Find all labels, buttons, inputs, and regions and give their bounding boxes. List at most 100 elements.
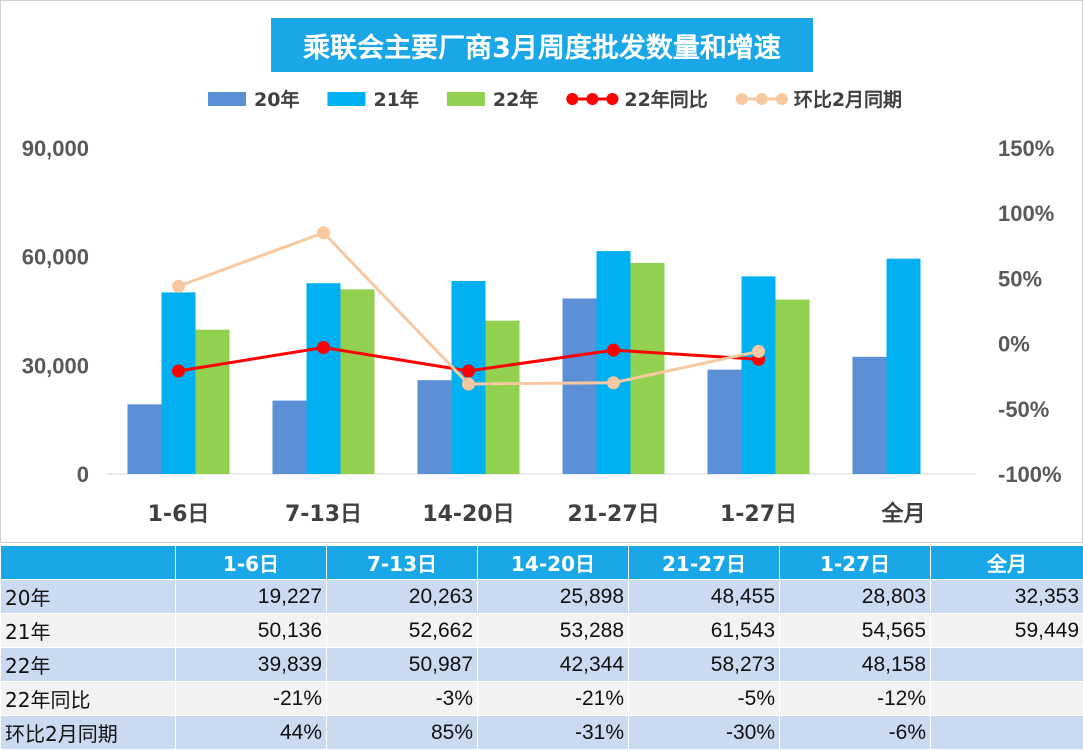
point-22年同比 [172, 364, 185, 378]
table-row: 21年 50,136 52,662 53,288 61,543 54,565 5… [0, 613, 1083, 648]
bar-20年 [852, 356, 887, 474]
right-axis-tick-label: 150% [998, 136, 1054, 161]
data-table: 1-6日 7-13日 14-20日 21-27日 1-27日 全月 20年 19… [0, 545, 1083, 750]
point-环比2月同期 [462, 377, 475, 391]
right-axis-tick-label: -100% [998, 462, 1062, 487]
table-cell: 28,803 [779, 579, 931, 614]
table-cell: 61,543 [628, 613, 780, 648]
bar-20年 [562, 298, 597, 474]
table-header-cell: 14-20日 [477, 545, 629, 580]
bar-21年 [741, 276, 776, 474]
legend-swatch [208, 92, 246, 106]
table-cell: 25,898 [477, 579, 629, 614]
legend-swatch [327, 92, 366, 106]
table-row: 22年 39,839 50,987 42,344 58,273 48,158 [0, 647, 1083, 682]
legend-swatch [446, 92, 485, 106]
legend-swatch-marker [775, 93, 788, 105]
bar-22年 [775, 299, 810, 474]
point-环比2月同期 [607, 376, 620, 390]
table-cell: 39,839 [175, 647, 327, 682]
bar-21年 [451, 280, 486, 474]
legend-swatch-marker [606, 93, 619, 105]
table-cell: -30% [628, 715, 780, 750]
table-header-cell [0, 545, 176, 580]
table-cell: 48,455 [628, 579, 780, 614]
table-cell: 19,227 [175, 579, 327, 614]
table-cell: 32,353 [930, 579, 1083, 614]
legend-swatch-marker [735, 93, 748, 105]
row-label: 21年 [0, 613, 176, 648]
bar-22年 [340, 289, 375, 474]
point-22年同比 [462, 364, 475, 378]
point-环比2月同期 [317, 226, 330, 240]
legend-label: 22年同比 [624, 88, 707, 111]
bar-20年 [272, 400, 307, 474]
category-label: 21-27日 [567, 502, 659, 527]
category-label: 1-27日 [720, 502, 797, 527]
table-header-cell: 7-13日 [326, 545, 478, 580]
chart-title: 乘联会主要厂商3月周度批发数量和增速 [271, 18, 813, 72]
category-label: 7-13日 [285, 502, 362, 527]
bar-21年 [306, 283, 341, 474]
point-22年同比 [317, 341, 330, 355]
row-label: 20年 [0, 579, 176, 614]
point-22年同比 [607, 343, 620, 357]
legend-swatch-marker [755, 93, 768, 105]
table-cell: 59,449 [930, 613, 1083, 648]
bar-21年 [596, 251, 631, 474]
table-cell: -21% [175, 681, 327, 716]
bar-22年 [630, 262, 665, 474]
legend-swatch-marker [566, 93, 579, 105]
table-cell: -12% [779, 681, 931, 716]
legend-label: 20年 [254, 88, 299, 111]
left-axis-tick-label: 30,000 [22, 353, 89, 378]
table-header-cell: 全月 [930, 545, 1083, 580]
bar-20年 [417, 380, 452, 474]
table-cell: -6% [779, 715, 931, 750]
bar-20年 [707, 369, 742, 474]
chart-area: 乘联会主要厂商3月周度批发数量和增速 0 30,000 60,000 90,000 -1… [0, 0, 1083, 543]
table-cell: 53,288 [477, 613, 629, 648]
right-axis-tick-label: -50% [998, 397, 1049, 422]
table-header-cell: 1-6日 [175, 545, 327, 580]
bar-20年 [127, 404, 162, 474]
row-label: 环比2月同期 [0, 715, 176, 750]
table-cell: 50,987 [326, 647, 478, 682]
table-cell: 44% [175, 715, 327, 750]
category-label: 14-20日 [422, 502, 514, 527]
table-cell: 20,263 [326, 579, 478, 614]
bar-21年 [161, 292, 196, 474]
chart-svg: 0 30,000 60,000 90,000 -100% -50% 0% 50% 100% 150… [22, 88, 1062, 527]
row-label: 22年同比 [0, 681, 176, 716]
legend-label: 环比2月同期 [794, 89, 902, 111]
table-cell: -5% [628, 681, 780, 716]
table-cell: 48,158 [779, 647, 931, 682]
right-axis-tick-label: 100% [998, 201, 1054, 226]
table-cell: -3% [326, 681, 478, 716]
table-cell: 58,273 [628, 647, 780, 682]
legend-label: 22年 [493, 88, 538, 111]
point-环比2月同期 [752, 344, 765, 358]
legend-swatch-marker [586, 93, 599, 105]
table-cell: -31% [477, 715, 629, 750]
table-cell: 85% [326, 715, 478, 750]
table-cell: 52,662 [326, 613, 478, 648]
table-header-cell: 1-27日 [779, 545, 931, 580]
category-label: 1-6日 [148, 502, 210, 527]
table-cell [930, 647, 1083, 682]
table-header-row: 1-6日 7-13日 14-20日 21-27日 1-27日 全月 [0, 545, 1083, 580]
table-cell [930, 715, 1083, 750]
bar-22年 [485, 320, 520, 474]
left-axis-tick-label: 0 [77, 462, 89, 487]
table-row: 22年同比 -21% -3% -21% -5% -12% [0, 681, 1083, 716]
left-axis-tick-label: 60,000 [22, 245, 89, 270]
point-环比2月同期 [172, 279, 185, 293]
category-label: 全月 [880, 501, 925, 527]
right-axis-tick-label: 50% [998, 266, 1042, 291]
table-row: 环比2月同期 44% 85% -31% -30% -6% [0, 715, 1083, 750]
table-cell: 42,344 [477, 647, 629, 682]
bar-21年 [886, 258, 921, 474]
row-label: 22年 [0, 647, 176, 682]
table-header-cell: 21-27日 [628, 545, 780, 580]
right-axis-tick-label: 0% [998, 332, 1030, 357]
